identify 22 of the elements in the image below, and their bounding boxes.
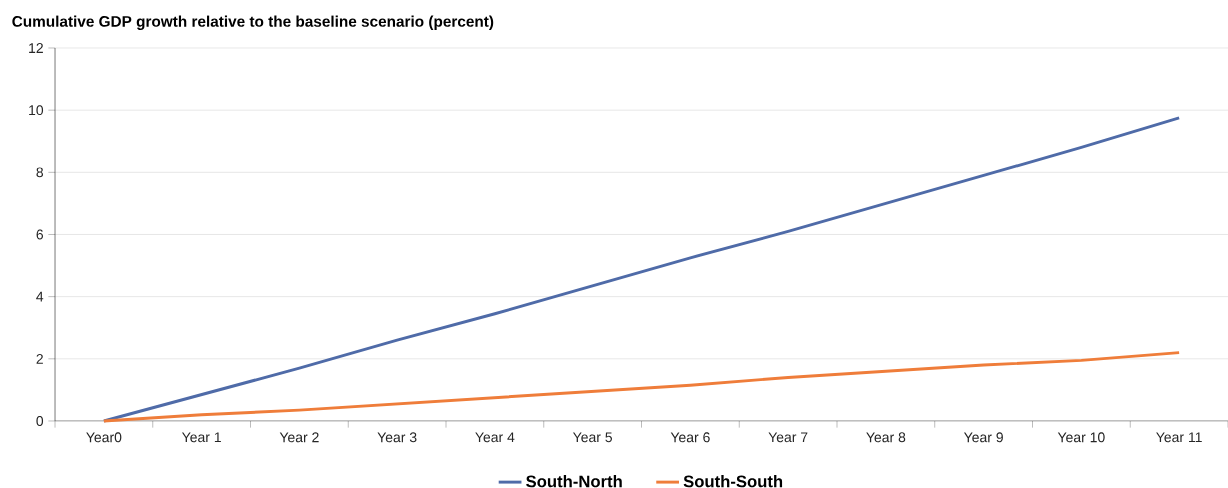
x-tick-label: Year 11 [1156, 432, 1202, 443]
x-tick-label: Year 9 [963, 432, 1003, 443]
y-tick-label: 12 [29, 43, 43, 53]
x-tick-label: Year 2 [279, 432, 319, 443]
x-tick-label: Year 8 [866, 432, 906, 443]
y-tick-label: 0 [36, 416, 44, 426]
x-tick-label: Year 1 [181, 432, 221, 443]
x-tick-label: Year 6 [670, 432, 710, 443]
legend-label: South-South [683, 475, 783, 488]
x-tick-label: Year 7 [768, 432, 808, 443]
y-tick-label: 10 [29, 105, 44, 116]
x-tick-label: Year 5 [572, 432, 613, 443]
x-tick-label: Year 3 [377, 432, 417, 443]
x-tick-label: Year 4 [475, 432, 515, 443]
x-tick-label: Year 10 [1057, 432, 1105, 443]
y-tick-label: 6 [36, 229, 44, 240]
chart-title: Cumulative GDP growth relative to the baseline scenario (percent) [12, 15, 494, 30]
legend-label: South-North [526, 475, 622, 488]
y-tick-label: 2 [36, 353, 43, 364]
y-tick-label: 4 [36, 291, 44, 302]
x-tick-label: Year0 [86, 432, 122, 443]
y-tick-label: 8 [36, 167, 44, 178]
